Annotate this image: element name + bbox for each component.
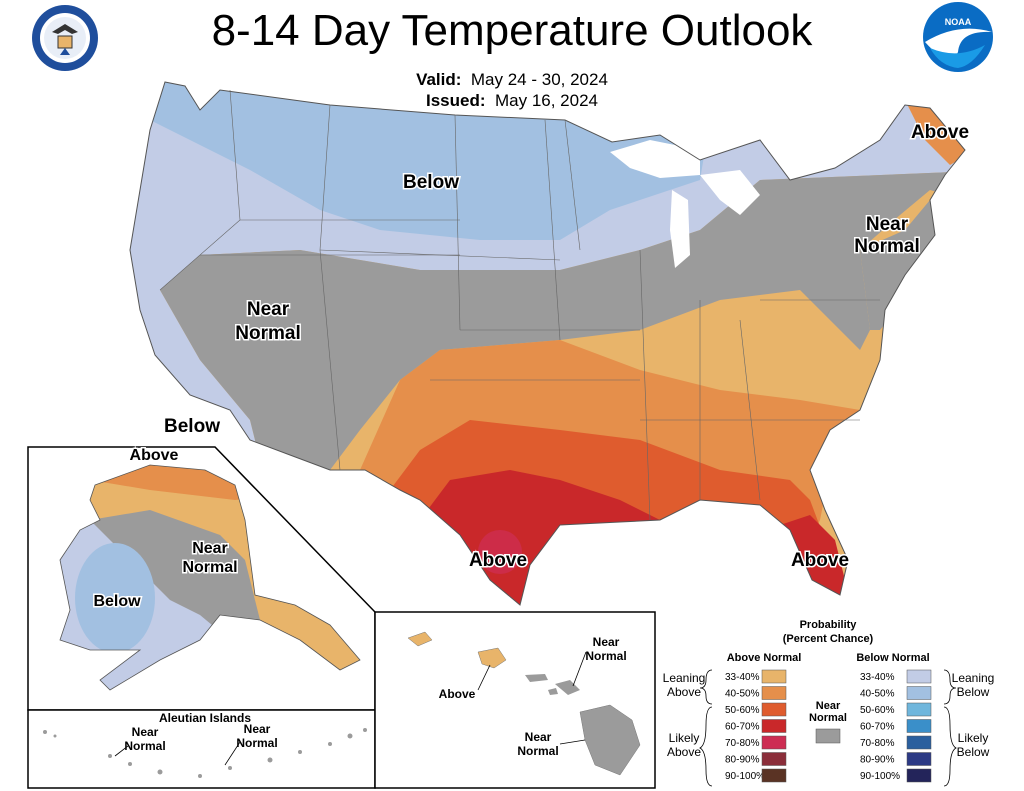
legend-above-swatch-3 xyxy=(761,719,787,733)
label-below-north: Below xyxy=(403,172,459,193)
valid-dates: Valid: May 24 - 30, 2024 xyxy=(0,70,1024,90)
legend-above-range-2: 50-60% xyxy=(725,705,760,716)
label-near-west-1: Near xyxy=(247,299,290,320)
label-near-west-2: Normal xyxy=(235,323,300,344)
commerce-seal-icon xyxy=(32,5,98,71)
valid-value: May 24 - 30, 2024 xyxy=(470,70,608,89)
hawaii-inset: Near Normal Above Near Normal xyxy=(374,611,656,789)
legend-below-range-6: 90-100% xyxy=(860,771,900,782)
issued-date: Issued: May 16, 2024 xyxy=(0,91,1024,111)
legend-leaning-below-1: Leaning xyxy=(952,671,995,685)
legend-leaning-above-2: Above xyxy=(667,685,701,699)
label-below-west: Below xyxy=(164,416,220,437)
legend-above-swatch-5 xyxy=(761,752,787,766)
legend-below-swatch-6 xyxy=(906,768,932,783)
label-above-tx: Above xyxy=(469,550,527,571)
issued-label: Issued: xyxy=(426,91,486,110)
legend-above-swatch-2 xyxy=(761,702,787,717)
legend-below-swatch-4 xyxy=(906,735,932,750)
map-title: 8-14 Day Temperature Outlook xyxy=(211,6,813,55)
legend-near-swatch xyxy=(815,728,841,744)
label-above-ne: Above xyxy=(911,122,969,143)
ak-label-above: Above xyxy=(130,447,179,464)
legend-below-range-3: 60-70% xyxy=(860,722,895,733)
legend-title-1: Probability xyxy=(800,619,858,631)
legend-below-range-0: 33-40% xyxy=(860,672,895,683)
hi-label-above: Above xyxy=(439,687,476,701)
valid-label: Valid: xyxy=(416,70,462,89)
legend-below-swatch-5 xyxy=(906,752,932,766)
legend-below-range-5: 80-90% xyxy=(860,755,895,766)
legend-above-range-3: 60-70% xyxy=(725,722,760,733)
label-near-ne-1: Near xyxy=(866,214,909,235)
legend-leaning-above-1: Leaning xyxy=(663,671,706,685)
legend-below-swatch-3 xyxy=(906,719,932,733)
hi-near-bottom-2: Normal xyxy=(517,744,558,758)
legend-likely-below-1: Likely xyxy=(958,731,989,745)
legend-near-2: Normal xyxy=(809,712,847,724)
legend-below-range-2: 50-60% xyxy=(860,705,895,716)
legend-title-2: (Percent Chance) xyxy=(783,633,874,645)
legend-below-range-1: 40-50% xyxy=(860,689,895,700)
legend-below-range-4: 70-80% xyxy=(860,738,895,749)
conus-outline xyxy=(129,81,966,606)
legend-above-range-4: 70-80% xyxy=(725,738,760,749)
probability-legend: Probability (Percent Chance) Above Norma… xyxy=(663,619,995,787)
legend-leaning-below-2: Below xyxy=(957,685,990,699)
ak-label-near-1: Near xyxy=(192,540,228,557)
hi-near-top-1: Near xyxy=(593,635,620,649)
legend-above-range-6: 90-100% xyxy=(725,771,765,782)
ak-label-below: Below xyxy=(93,593,141,610)
legend-above-swatch-6 xyxy=(761,768,787,783)
great-lakes xyxy=(610,140,700,178)
aleutian-inset: Aleutian Islands Near Normal Near Normal xyxy=(27,709,376,789)
legend-above-range-5: 80-90% xyxy=(725,755,760,766)
noaa-logo-icon: NOAA xyxy=(923,2,993,72)
aleutian-near-b-2: Normal xyxy=(236,736,277,750)
legend-above-range-0: 33-40% xyxy=(725,672,760,683)
legend-below-swatch-1 xyxy=(906,686,932,700)
legend-above-range-1: 40-50% xyxy=(725,689,760,700)
legend-below-swatch-2 xyxy=(906,702,932,717)
issued-value: May 16, 2024 xyxy=(494,91,598,110)
aleutian-near-a-2: Normal xyxy=(124,739,165,753)
legend-likely-above-2: Above xyxy=(667,745,701,759)
label-near-ne-2: Normal xyxy=(854,236,919,257)
legend-likely-above-1: Likely xyxy=(669,731,700,745)
hi-near-top-2: Normal xyxy=(585,649,626,663)
alaska-inset: Above Near Normal Below xyxy=(27,446,376,711)
legend-likely-below-2: Below xyxy=(957,745,990,759)
legend-above-header: Above Normal xyxy=(727,652,802,664)
legend-below-header: Below Normal xyxy=(856,652,929,664)
legend-near-1: Near xyxy=(816,700,841,712)
aleutian-title: Aleutian Islands xyxy=(159,711,251,725)
aleutian-near-b-1: Near xyxy=(244,722,271,736)
legend-above-swatch-4 xyxy=(761,735,787,750)
hi-near-bottom-1: Near xyxy=(525,730,552,744)
ak-label-near-2: Normal xyxy=(182,559,237,576)
aleutian-near-a-1: Near xyxy=(132,725,159,739)
legend-above-swatch-0 xyxy=(761,669,787,684)
noaa-logo-text: NOAA xyxy=(945,17,972,27)
legend-below-swatch-0 xyxy=(906,669,932,684)
state-lines xyxy=(159,89,880,521)
label-above-fl: Above xyxy=(791,550,849,571)
legend-above-swatch-1 xyxy=(761,686,787,700)
